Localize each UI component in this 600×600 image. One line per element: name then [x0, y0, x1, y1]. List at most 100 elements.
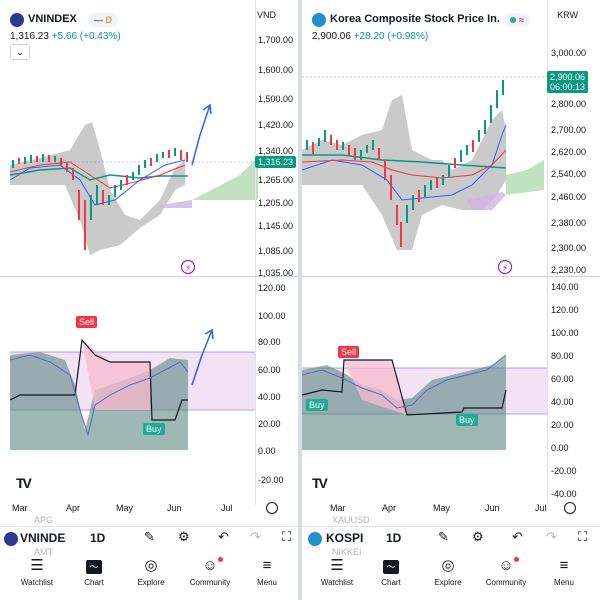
redo-icon[interactable]: ↷ — [250, 529, 261, 544]
osc-axis-tick: 40.00 — [551, 397, 574, 407]
fullscreen-icon[interactable]: ⛶ — [282, 529, 292, 544]
nav-label: Explore — [137, 578, 165, 587]
market-open-dot — [510, 17, 516, 23]
price-chart[interactable]: ⚡ — [0, 0, 298, 530]
draw-pencil-icon[interactable]: ✎ — [438, 529, 449, 544]
symbol-logo-icon — [308, 532, 322, 546]
interval-button[interactable]: 1D — [386, 531, 402, 545]
nav-community[interactable]: ☺ Community — [181, 556, 239, 587]
nav-label: Community — [189, 578, 231, 587]
slow-ma-line — [9, 161, 186, 189]
last-price: 1,316.23 — [10, 31, 49, 42]
fast-ma-line — [302, 124, 507, 201]
lightning-glyph: ⚡ — [185, 264, 191, 274]
nav-community[interactable]: ☺ Community — [477, 556, 535, 587]
nav-menu[interactable]: ≡ Menu — [238, 556, 296, 587]
tradingview-logo-icon[interactable]: TV — [16, 475, 32, 491]
currency-label[interactable]: VND — [256, 10, 276, 20]
undo-icon[interactable]: ↶ — [218, 529, 229, 544]
hamburger-menu-icon: ≡ — [262, 557, 272, 574]
symbol-name[interactable]: Korea Composite Stock Price In... — [330, 13, 500, 25]
price-axis-tick: 2,300.00 — [551, 243, 587, 253]
price-chart[interactable]: ⚡ — [302, 0, 600, 530]
osc-axis-tick: 20.00 — [258, 419, 281, 429]
sell-zone — [344, 360, 407, 415]
nav-label: Chart — [381, 578, 401, 587]
pane-separator[interactable] — [302, 276, 600, 277]
ghost-watchlist-text: AMT — [34, 547, 53, 557]
nav-chart[interactable]: 〜 Chart — [65, 556, 123, 587]
osc-axis-tick: -20.00 — [551, 466, 577, 476]
price-axis-border — [547, 0, 548, 505]
toolbar-symbol-button[interactable]: KOSPI — [326, 531, 364, 545]
redo-icon[interactable]: ↷ — [546, 529, 557, 544]
right-oscillator-plot — [302, 354, 547, 450]
undo-icon[interactable]: ↶ — [512, 529, 523, 544]
price-axis-tick: 2,540.00 — [551, 169, 587, 179]
pane-separator[interactable] — [0, 276, 298, 277]
toolbar-symbol-button[interactable]: VNINDE — [20, 531, 66, 545]
last-price: 2,900.06 — [312, 31, 351, 42]
buy-signal-label: Buy — [143, 423, 165, 435]
osc-axis-tick: 20.00 — [551, 420, 574, 430]
price-axis-tick: 2,460.00 — [551, 192, 587, 202]
market-status-badge[interactable]: — D — [88, 13, 119, 27]
nav-chart[interactable]: 〜 Chart — [362, 556, 420, 587]
osc-axis-tick: 0.00 — [258, 446, 276, 456]
draw-pencil-icon[interactable]: ✎ — [144, 529, 155, 544]
indicators-sliders-icon[interactable]: ⚙ — [472, 529, 484, 544]
time-axis-tick: May — [433, 503, 451, 513]
symbol-header[interactable]: VNINDEX — D 1,316.23 +5.66 (+0.43%) — [0, 8, 298, 48]
osc-axis-tick: 100.00 — [258, 311, 286, 321]
compass-icon: ◎ — [144, 557, 158, 574]
badge-letter: ≈ — [519, 15, 524, 25]
interval-button[interactable]: 1D — [90, 531, 106, 545]
price-change: +28.20 (+0.98%) — [353, 31, 429, 42]
price-axis-border — [255, 0, 256, 505]
bottom-navigation: ☰ Watchlist 〜 Chart ◎ Explore ☺ Communit… — [302, 556, 600, 596]
nav-label: Chart — [84, 578, 104, 587]
nav-watchlist[interactable]: ☰ Watchlist — [308, 556, 366, 587]
buy-signal-label: Buy — [456, 414, 478, 426]
left-price-plot: ⚡ — [9, 103, 258, 275]
right-price-plot: ⚡ — [302, 76, 547, 275]
bottom-navigation: ☰ Watchlist 〜 Chart ◎ Explore ☺ Communit… — [0, 556, 298, 596]
sell-signal-label: Sell — [76, 316, 98, 328]
price-axis-tick: 1,085.00 — [258, 246, 294, 256]
oscillator-line — [9, 354, 189, 437]
price-axis-tick: 2,380.00 — [551, 218, 587, 228]
price-axis-tick: 2,800.00 — [551, 99, 587, 109]
time-axis-tick: Jul — [221, 503, 233, 513]
community-icon: ☺ — [202, 557, 218, 574]
currency-label[interactable]: KRW — [557, 10, 578, 20]
market-status-badge[interactable]: ≈ — [504, 13, 530, 27]
price-axis-tick: 1,700.00 — [258, 35, 294, 45]
fullscreen-icon[interactable]: ⛶ — [578, 529, 588, 544]
watchlist-icon: ☰ — [330, 557, 344, 574]
symbol-name[interactable]: VNINDEX — [28, 13, 77, 25]
signal-line — [302, 359, 507, 416]
last-price-tag: 2,900.06 06:00:13 — [547, 71, 589, 93]
symbol-header[interactable]: Korea Composite Stock Price In... ≈ 2,90… — [302, 8, 600, 48]
price-axis-tick: 2,700.00 — [551, 125, 587, 135]
osc-axis-tick: 80.00 — [258, 337, 281, 347]
collapse-chevron-icon[interactable]: ⌄ — [10, 44, 30, 60]
nav-explore[interactable]: ◎ Explore — [419, 556, 477, 587]
nav-label: Community — [485, 578, 527, 587]
slow-ma-line — [302, 149, 507, 179]
chart-settings-gear-icon[interactable] — [266, 502, 278, 514]
tradingview-logo-icon[interactable]: TV — [312, 475, 328, 491]
chart-settings-gear-icon[interactable] — [564, 502, 576, 514]
time-axis-tick: Apr — [382, 503, 397, 513]
osc-axis-tick: 0.00 — [551, 443, 569, 453]
ghost-watchlist-text: XAUUSD — [332, 515, 370, 525]
nav-watchlist[interactable]: ☰ Watchlist — [8, 556, 66, 587]
time-axis-tick: Jun — [167, 503, 182, 513]
nav-explore[interactable]: ◎ Explore — [122, 556, 180, 587]
oscillator-line — [302, 354, 507, 409]
indicators-sliders-icon[interactable]: ⚙ — [178, 529, 190, 544]
nav-menu[interactable]: ≡ Menu — [535, 556, 593, 587]
last-price-tag: 1,316.23 — [255, 156, 297, 168]
left-chart-panel: VNINDEX — D 1,316.23 +5.66 (+0.43%) VND … — [0, 0, 298, 600]
signal-line — [9, 338, 188, 421]
